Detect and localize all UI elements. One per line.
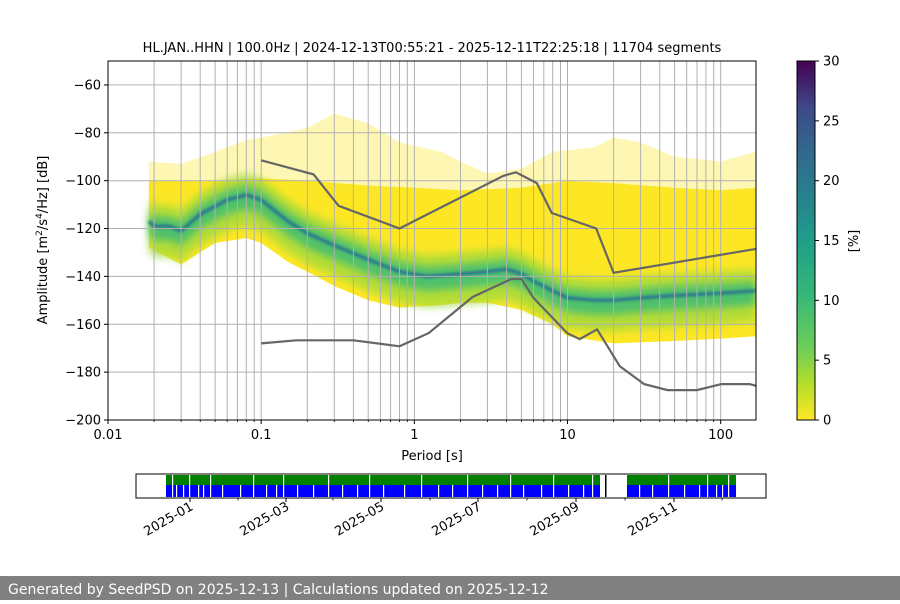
colorbar-tick-label: 15 bbox=[823, 234, 840, 249]
availability-gap bbox=[189, 475, 191, 497]
y-tick-label: −200 bbox=[65, 414, 101, 429]
availability-date-axis: 2025-01 2025-03 2025-05 2025-07 2025-09 2025-… bbox=[141, 498, 723, 540]
colorbar-tick-label: 30 bbox=[823, 55, 840, 70]
availability-bar-bottom bbox=[627, 485, 736, 497]
availability-gap bbox=[639, 485, 641, 497]
plot-frame bbox=[107, 60, 757, 421]
availability-gap bbox=[467, 475, 469, 497]
availability-gap bbox=[523, 485, 525, 497]
colorbar-ticks: 0 5 10 15 20 25 30 bbox=[815, 55, 840, 429]
date-tick-label: 2025-11 bbox=[625, 499, 680, 539]
availability-gap bbox=[369, 475, 371, 497]
availability-gap bbox=[684, 485, 686, 497]
chart-title: HL.JAN..HHN | 100.0Hz | 2024-12-13T00:55… bbox=[143, 41, 722, 56]
y-tick-label: −60 bbox=[74, 78, 101, 93]
psd-chart: HL.JAN..HHN | 100.0Hz | 2024-12-13T00:55… bbox=[35, 41, 862, 540]
availability-gap bbox=[568, 485, 570, 497]
model-line-nlnm bbox=[261, 277, 756, 392]
density-band-high bbox=[148, 185, 756, 315]
availability-gap bbox=[699, 485, 701, 497]
availability-gap bbox=[553, 475, 555, 497]
colorbar-tick-label: 20 bbox=[823, 174, 840, 189]
availability-bar-top bbox=[627, 475, 736, 485]
availability-gap bbox=[510, 475, 512, 497]
availability-gap bbox=[541, 485, 543, 497]
availability-gap bbox=[452, 485, 454, 497]
availability-gap bbox=[668, 475, 670, 497]
availability-gap bbox=[198, 485, 200, 497]
availability-gap bbox=[210, 475, 212, 497]
date-tick-label: 2025-03 bbox=[237, 499, 292, 539]
availability-gap bbox=[592, 475, 594, 497]
availability-gap bbox=[342, 485, 344, 497]
gridlines bbox=[108, 61, 756, 420]
availability-gap bbox=[183, 485, 185, 497]
y-tick-label: −80 bbox=[74, 126, 101, 141]
noise-model-lines bbox=[260, 159, 756, 392]
y-axis: −60 −80 −100 −120 −140 −160 −180 −200 bbox=[65, 78, 108, 429]
availability-gap bbox=[421, 475, 423, 497]
y-tick-label: −100 bbox=[65, 174, 101, 189]
date-tick-label: 2025-09 bbox=[527, 499, 582, 539]
availability-gap bbox=[404, 485, 406, 497]
availability-gap bbox=[652, 485, 654, 497]
x-axis: 0.01 0.1 1 10 100 bbox=[94, 420, 733, 443]
availability-marker bbox=[605, 475, 607, 497]
x-tick-label: 10 bbox=[559, 428, 576, 443]
date-tick-label: 2025-01 bbox=[141, 499, 196, 539]
availability-gap bbox=[313, 485, 315, 497]
availability-gap bbox=[716, 485, 718, 497]
availability-gap bbox=[438, 485, 440, 497]
date-tick-label: 2025-07 bbox=[429, 499, 484, 539]
colorbar: 0 5 10 15 20 25 30 [%] bbox=[796, 55, 862, 429]
x-tick-label: 0.01 bbox=[94, 428, 123, 443]
colorbar-gradient bbox=[796, 60, 816, 421]
availability-gap bbox=[328, 475, 330, 497]
y-tick-label: −160 bbox=[65, 318, 101, 333]
availability-gap bbox=[583, 485, 585, 497]
plot-area bbox=[108, 61, 756, 420]
y-tick-label: −120 bbox=[65, 222, 101, 237]
availability-bars bbox=[166, 475, 736, 497]
availability-gap bbox=[497, 485, 499, 497]
y-tick-label: −180 bbox=[65, 366, 101, 381]
availability-gap bbox=[707, 475, 709, 497]
availability-gap bbox=[482, 485, 484, 497]
availability-gap bbox=[172, 475, 174, 497]
availability-gap bbox=[222, 485, 224, 497]
x-axis-label: Period [s] bbox=[401, 449, 463, 464]
availability-gap bbox=[283, 475, 285, 497]
colorbar-tick-label: 25 bbox=[823, 114, 840, 129]
colorbar-tick-label: 5 bbox=[823, 354, 831, 369]
availability-gap bbox=[297, 485, 299, 497]
availability-gap bbox=[276, 485, 278, 497]
availability-gap bbox=[176, 485, 178, 497]
model-line-nhnm bbox=[260, 159, 756, 275]
x-tick-label: 100 bbox=[708, 428, 733, 443]
availability-gap bbox=[383, 485, 385, 497]
availability-gap bbox=[728, 475, 730, 497]
availability-gap bbox=[357, 485, 359, 497]
availability-gap bbox=[253, 475, 255, 497]
date-tick-label: 2025-05 bbox=[332, 499, 387, 539]
y-axis-label: Amplitude [m2/s4/Hz] [dB] bbox=[35, 156, 51, 325]
colorbar-tick-label: 0 bbox=[823, 414, 831, 429]
footer-text: Generated by SeedPSD on 2025-12-13 | Cal… bbox=[0, 576, 900, 600]
colorbar-tick-label: 10 bbox=[823, 294, 840, 309]
availability-gap bbox=[722, 485, 724, 497]
availability-bar-top bbox=[166, 475, 600, 485]
y-tick-label: −140 bbox=[65, 270, 101, 285]
colorbar-label: [%] bbox=[847, 230, 862, 253]
x-tick-label: 0.1 bbox=[251, 428, 272, 443]
availability-strip: 2025-01 2025-03 2025-05 2025-07 2025-09 2025-… bbox=[135, 473, 767, 540]
availability-gap bbox=[203, 485, 205, 497]
availability-gap bbox=[240, 485, 242, 497]
availability-gap bbox=[266, 485, 268, 497]
x-tick-label: 1 bbox=[410, 428, 418, 443]
